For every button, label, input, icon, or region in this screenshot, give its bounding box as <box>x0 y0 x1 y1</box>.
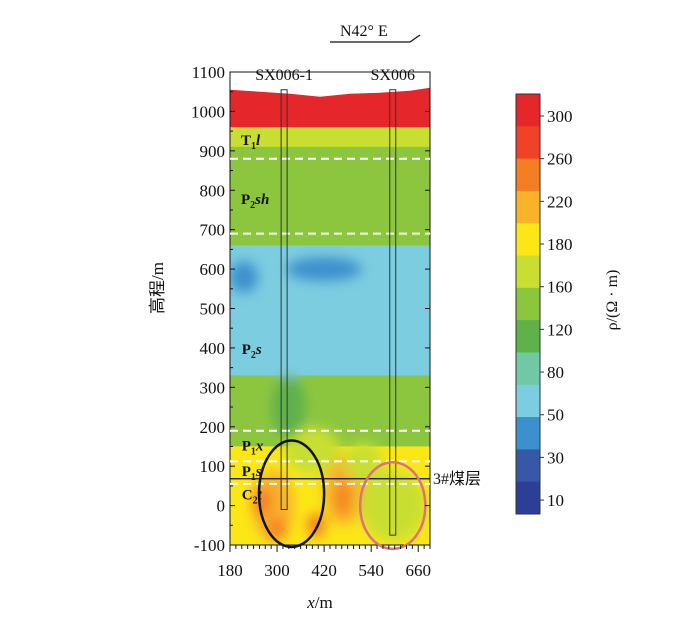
colorbar-swatch-5 <box>516 255 540 289</box>
stratum-label-0-sub: 1 <box>251 141 256 152</box>
colorbar-label: ρ/(Ω · m) <box>604 270 621 331</box>
y-tick-label-11: 0 <box>217 497 226 516</box>
stratum-label-3: P1x <box>242 438 264 457</box>
resistivity-anomaly-12 <box>230 261 258 293</box>
colorbar-swatch-4 <box>516 223 540 257</box>
colorbar-label-0: 300 <box>547 107 573 126</box>
resistivity-anomaly-10 <box>270 300 308 380</box>
coal-seam-label: 3#煤层 <box>433 470 481 488</box>
stratum-label-5-sub: 2 <box>253 496 258 507</box>
resistivity-anomaly-13 <box>338 160 430 173</box>
y-tick-label-7: 400 <box>200 339 226 358</box>
colorbar-label-1: 260 <box>547 150 573 169</box>
colorbar-swatch-12 <box>516 481 540 515</box>
y-tick-label-0: 1100 <box>192 63 225 82</box>
colorbar-frame <box>515 93 541 515</box>
stratum-label-1-tail: sh <box>254 192 269 208</box>
y-tick-label-12: -100 <box>194 536 225 555</box>
resistivity-anomaly-9 <box>286 257 362 281</box>
colorbar-label-8: 30 <box>547 448 564 467</box>
colorbar-label-6: 80 <box>547 363 564 382</box>
x-tick-label-0: 180 <box>217 561 243 580</box>
y-tick-label-5: 600 <box>200 260 226 279</box>
colorbar-swatch-8 <box>516 352 540 386</box>
y-tick-label-10: 100 <box>200 457 226 476</box>
colorbar-label-7: 50 <box>547 406 564 425</box>
stratum-label-1: P2sh <box>241 192 269 211</box>
resistivity-anomaly-11 <box>271 375 306 439</box>
stratum-label-5-base: C <box>242 488 253 504</box>
colorbar-swatch-0 <box>516 94 540 127</box>
stratum-label-2-tail: s <box>255 342 262 358</box>
stratum-label-2-base: P <box>242 342 251 358</box>
stratum-label-3-tail: x <box>255 438 264 454</box>
x-axis-unit: /m <box>315 593 333 612</box>
stratum-label-4-tail: s <box>255 464 262 480</box>
stratum-label-4: P1s <box>242 464 262 483</box>
colorbar-swatch-3 <box>516 190 540 224</box>
orientation-arrow-head <box>409 34 421 43</box>
y-tick-label-3: 800 <box>200 181 226 200</box>
borehole-1 <box>389 89 397 536</box>
resistivity-anomalies <box>230 160 430 542</box>
boreholes: SX006-1 SX006 <box>255 67 415 536</box>
stratum-label-3-base: P <box>242 438 251 454</box>
resistivity-anomaly-5 <box>335 479 351 516</box>
colorbar-label-5: 120 <box>547 320 573 339</box>
x-tick-label-2: 420 <box>311 561 337 580</box>
y-tick-label-8: 300 <box>200 378 226 397</box>
colorbar-swatch-11 <box>516 449 540 483</box>
colorbar: 300 260 220 180 160 120 80 50 30 10 <box>515 93 573 515</box>
colorbar-swatch-1 <box>516 126 540 160</box>
borehole-label-0: SX006-1 <box>255 67 313 84</box>
resistivity-section <box>230 87 430 546</box>
stratum-boundaries: 3#煤层 <box>230 157 481 488</box>
colorbar-label-4: 160 <box>547 278 573 297</box>
stratum-label-5: C2t <box>242 488 263 507</box>
x-axis-label: x/m <box>306 593 333 612</box>
colorbar-label-2: 220 <box>547 192 573 211</box>
colorbar-swatch-7 <box>516 320 540 353</box>
resistivity-anomaly-1 <box>252 485 272 518</box>
y-tick-label-1: 1000 <box>191 102 225 121</box>
stratum-label-3-sub: 1 <box>251 446 256 457</box>
stratum-label-4-sub: 1 <box>251 472 256 483</box>
stratum-label-0: T1l <box>241 133 261 152</box>
resistivity-anomaly-3 <box>306 513 326 538</box>
stratum-label-0-base: T <box>241 133 251 149</box>
anomaly-ellipse-0 <box>257 439 326 549</box>
orientation-label: N42° E <box>340 23 388 40</box>
stratum-label-2-sub: 2 <box>251 350 256 361</box>
y-tick-label-6: 500 <box>200 300 226 319</box>
stratum-label-1-sub: 2 <box>250 200 255 211</box>
orientation-indicator: N42° E <box>330 23 421 43</box>
x-tick-label-1: 300 <box>264 561 290 580</box>
y-tick-label-2: 900 <box>200 142 226 161</box>
stratum-label-4-base: P <box>242 464 251 480</box>
y-axis-label: 高程/m <box>148 262 167 314</box>
stratum-label-2: P2s <box>242 342 262 361</box>
colorbar-swatch-10 <box>516 417 540 450</box>
stratum-label-1-base: P <box>241 192 250 208</box>
y-tick-label-9: 200 <box>200 418 226 437</box>
resistivity-anomaly-2 <box>267 517 287 542</box>
colorbar-swatch-9 <box>516 384 540 418</box>
x-axis: 180 300 420 540 660 <box>217 545 431 580</box>
resistivity-anomaly-6 <box>359 470 426 542</box>
colorbar-swatch-6 <box>516 287 540 321</box>
borehole-0 <box>280 89 288 511</box>
x-tick-label-3: 540 <box>358 561 384 580</box>
x-tick-label-4: 660 <box>405 561 431 580</box>
x-axis-variable: x <box>306 593 315 612</box>
colorbar-label-3: 180 <box>547 235 573 254</box>
stratum-label-5-tail: t <box>258 488 263 504</box>
borehole-label-1: SX006 <box>371 67 415 84</box>
colorbar-label-9: 10 <box>547 491 564 510</box>
stratum-label-0-tail: l <box>256 133 261 149</box>
colorbar-swatch-2 <box>516 158 540 192</box>
y-tick-label-4: 700 <box>200 221 226 240</box>
